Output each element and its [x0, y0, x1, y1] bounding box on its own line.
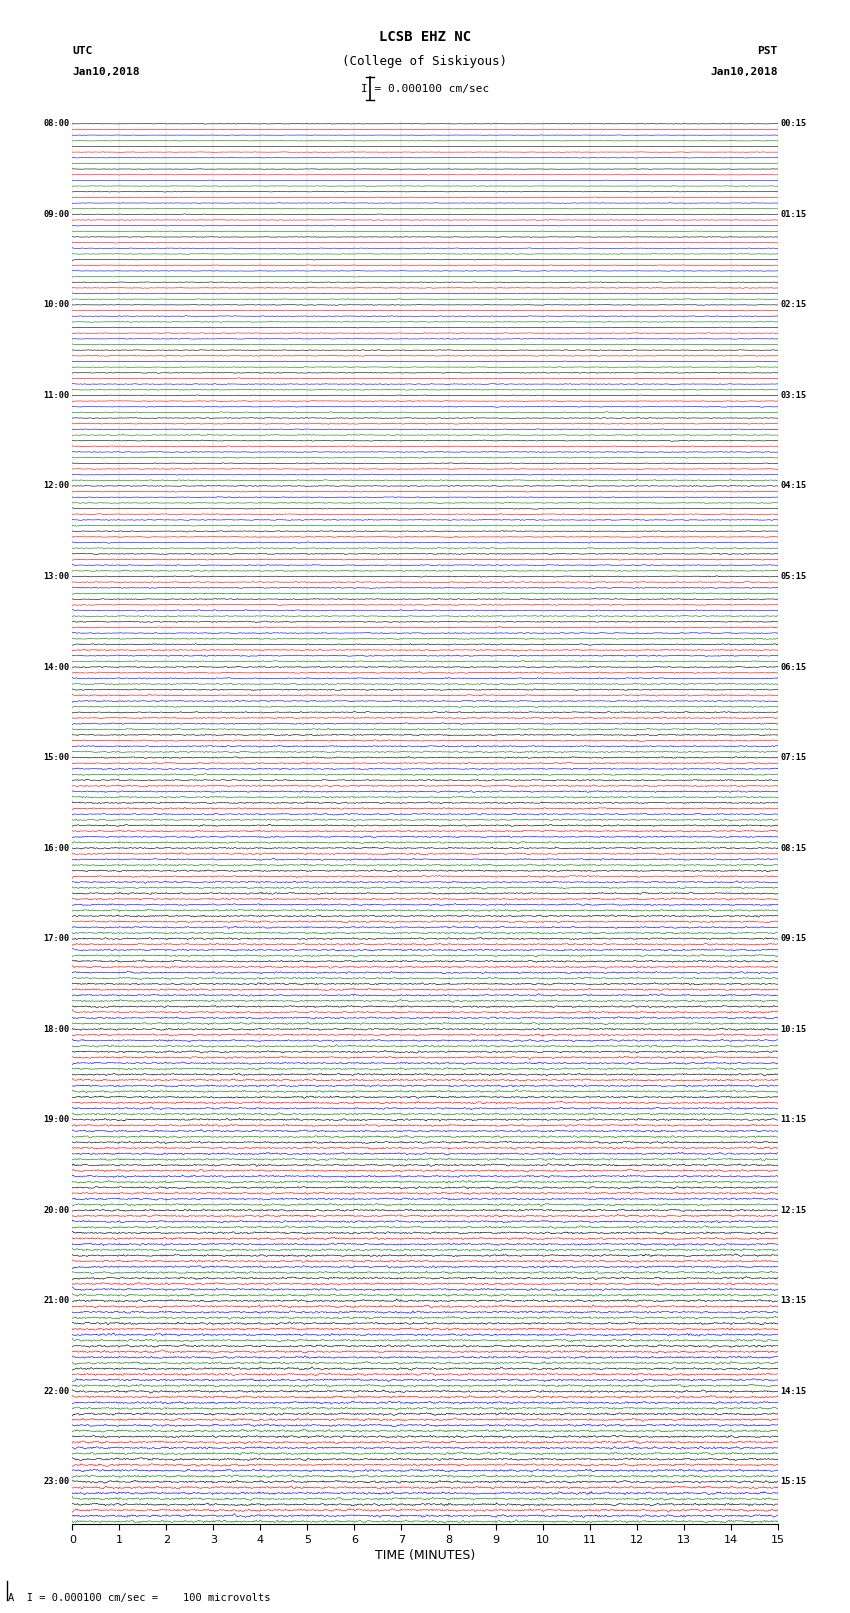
- Text: 18:00: 18:00: [43, 1024, 70, 1034]
- Text: 00:15: 00:15: [780, 119, 807, 129]
- Text: 01:15: 01:15: [780, 210, 807, 219]
- Text: I = 0.000100 cm/sec: I = 0.000100 cm/sec: [361, 84, 489, 94]
- Text: 13:15: 13:15: [780, 1297, 807, 1305]
- Text: 09:00: 09:00: [43, 210, 70, 219]
- Text: 13:00: 13:00: [43, 573, 70, 581]
- Text: 14:15: 14:15: [780, 1387, 807, 1395]
- Text: 12:15: 12:15: [780, 1207, 807, 1215]
- Text: 03:15: 03:15: [780, 390, 807, 400]
- Text: 14:00: 14:00: [43, 663, 70, 671]
- Text: PST: PST: [757, 47, 778, 56]
- Text: 23:00: 23:00: [43, 1478, 70, 1486]
- Text: 07:15: 07:15: [780, 753, 807, 761]
- Text: 04:15: 04:15: [780, 481, 807, 490]
- Text: 17:00: 17:00: [43, 934, 70, 944]
- Text: 08:00: 08:00: [43, 119, 70, 129]
- Text: 19:00: 19:00: [43, 1115, 70, 1124]
- Text: LCSB EHZ NC: LCSB EHZ NC: [379, 29, 471, 44]
- Text: 10:15: 10:15: [780, 1024, 807, 1034]
- Text: (College of Siskiyous): (College of Siskiyous): [343, 55, 507, 68]
- Text: 09:15: 09:15: [780, 934, 807, 944]
- Text: UTC: UTC: [72, 47, 93, 56]
- Text: 06:15: 06:15: [780, 663, 807, 671]
- Text: 21:00: 21:00: [43, 1297, 70, 1305]
- Text: 11:15: 11:15: [780, 1115, 807, 1124]
- Text: A  I = 0.000100 cm/sec =    100 microvolts: A I = 0.000100 cm/sec = 100 microvolts: [8, 1594, 271, 1603]
- Text: Jan10,2018: Jan10,2018: [72, 68, 139, 77]
- Text: 02:15: 02:15: [780, 300, 807, 310]
- Text: 15:15: 15:15: [780, 1478, 807, 1486]
- Text: 05:15: 05:15: [780, 573, 807, 581]
- X-axis label: TIME (MINUTES): TIME (MINUTES): [375, 1548, 475, 1561]
- Text: 15:00: 15:00: [43, 753, 70, 761]
- Text: 12:00: 12:00: [43, 481, 70, 490]
- Text: 08:15: 08:15: [780, 844, 807, 853]
- Text: 22:00: 22:00: [43, 1387, 70, 1395]
- Text: Jan10,2018: Jan10,2018: [711, 68, 778, 77]
- Text: 11:00: 11:00: [43, 390, 70, 400]
- Text: 16:00: 16:00: [43, 844, 70, 853]
- Text: 10:00: 10:00: [43, 300, 70, 310]
- Text: 20:00: 20:00: [43, 1207, 70, 1215]
